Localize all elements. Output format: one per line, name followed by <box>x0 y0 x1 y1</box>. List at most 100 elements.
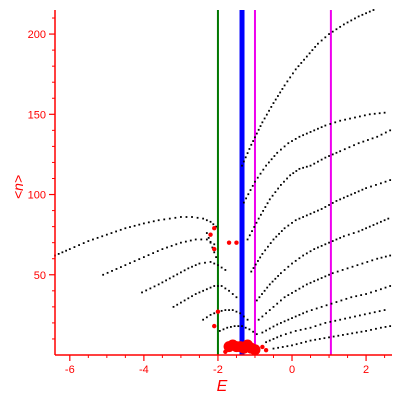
data-point <box>82 242 85 244</box>
data-point <box>368 225 371 228</box>
data-point <box>168 277 171 280</box>
data-point <box>280 272 282 275</box>
data-point <box>334 319 337 322</box>
data-point <box>249 189 252 191</box>
data-point <box>257 318 260 321</box>
data-point <box>194 264 197 267</box>
data-point <box>339 25 342 28</box>
highlight-point <box>263 347 269 353</box>
data-point <box>343 148 346 151</box>
data-point <box>342 235 345 238</box>
highlight-point <box>234 240 239 245</box>
data-point <box>328 33 330 35</box>
data-point <box>384 286 387 289</box>
data-point <box>209 286 212 289</box>
data-point <box>361 228 364 231</box>
data-point <box>363 114 366 117</box>
series-7 <box>241 9 375 167</box>
data-point <box>372 224 375 226</box>
data-point <box>250 270 253 273</box>
data-point <box>209 220 212 223</box>
data-point <box>242 315 245 318</box>
data-point <box>265 312 267 315</box>
data-point <box>115 268 118 270</box>
data-point <box>305 214 308 217</box>
data-point <box>272 238 275 241</box>
data-point <box>337 334 340 337</box>
data-point <box>384 255 387 258</box>
data-point <box>152 252 155 254</box>
data-point <box>281 88 284 90</box>
data-point <box>305 283 308 286</box>
data-point <box>389 254 392 257</box>
data-point <box>356 264 359 267</box>
axes <box>54 10 392 356</box>
data-point <box>346 21 349 24</box>
data-point <box>286 80 289 83</box>
highlight-point <box>226 240 232 245</box>
data-point <box>328 204 330 206</box>
data-point <box>247 193 250 196</box>
data-point <box>339 236 342 239</box>
data-point <box>141 291 143 294</box>
data-point <box>334 121 337 124</box>
data-point <box>380 133 383 136</box>
data-point <box>235 310 238 313</box>
data-point <box>357 15 360 18</box>
data-point <box>324 275 327 278</box>
data-point <box>239 312 242 315</box>
data-point <box>231 293 234 295</box>
data-point <box>389 325 392 328</box>
data-point <box>291 344 293 347</box>
data-point <box>371 137 374 140</box>
highlight-point <box>212 323 217 329</box>
y-tick-label: 50 <box>34 270 46 282</box>
data-point <box>189 239 192 242</box>
data-point <box>176 273 179 276</box>
data-point <box>230 326 232 328</box>
data-point <box>220 285 223 287</box>
data-point <box>367 139 369 141</box>
data-point <box>389 285 392 287</box>
data-point <box>263 289 266 292</box>
x-tick-label: -2 <box>213 364 223 376</box>
data-point <box>354 17 356 20</box>
data-point <box>237 325 240 328</box>
data-point <box>294 138 297 140</box>
data-point <box>360 330 363 333</box>
data-point <box>299 328 302 331</box>
data-point <box>289 331 292 334</box>
data-point <box>105 233 108 236</box>
data-point <box>317 42 319 45</box>
data-point <box>157 283 160 286</box>
data-point <box>119 228 122 231</box>
data-point <box>317 160 319 163</box>
data-point <box>168 217 171 220</box>
series-15 <box>272 325 392 350</box>
data-point <box>253 226 256 228</box>
data-point <box>92 238 94 241</box>
data-point <box>351 265 354 268</box>
highlight-point <box>212 246 217 252</box>
data-point <box>300 62 303 64</box>
series-13 <box>261 285 392 334</box>
data-point <box>352 232 355 234</box>
series-3 <box>172 285 238 308</box>
highlight-point <box>223 341 235 353</box>
data-point <box>191 216 193 218</box>
data-point <box>319 323 322 326</box>
data-point <box>375 184 377 186</box>
data-point <box>317 246 319 249</box>
data-point <box>292 172 295 175</box>
data-point <box>315 307 318 310</box>
highlight-point <box>223 349 228 354</box>
data-point <box>359 115 361 118</box>
data-point <box>266 286 269 289</box>
data-point <box>259 125 262 127</box>
data-point <box>129 226 131 228</box>
data-point <box>270 158 273 161</box>
data-point <box>244 156 247 159</box>
y-tick-label: 100 <box>28 190 46 202</box>
data-point <box>284 333 287 336</box>
data-point <box>246 152 249 155</box>
